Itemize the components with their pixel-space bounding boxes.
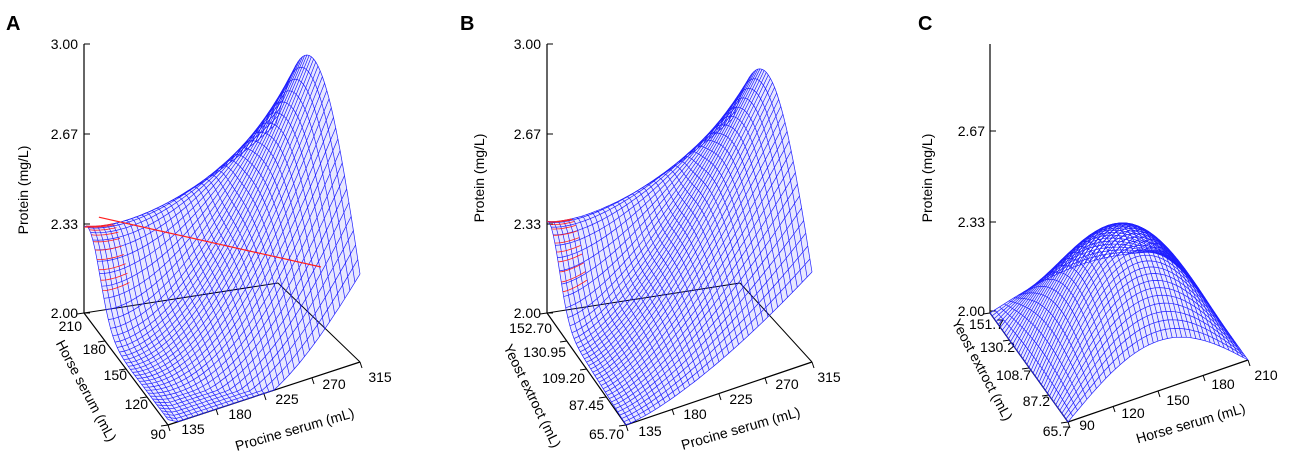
panel-b-x-ticklabel: 180 xyxy=(683,406,707,422)
panel-c-x-ticklabel: 90 xyxy=(1079,417,1095,433)
panel-c-x-axis-label: Horse serum (mL) xyxy=(1134,400,1247,446)
panel-a-y-ticklabel: 120 xyxy=(125,396,149,412)
panel-c-z-axis-label: Protein (mg/L) xyxy=(919,134,935,223)
panel-b-z-ticklabel: 3.00 xyxy=(514,36,541,52)
panel-b-z-ticklabel: 2.33 xyxy=(514,216,541,232)
panel-a-z-ticklabel: 3.00 xyxy=(51,36,78,52)
panel-c-x-ticklabel: 150 xyxy=(1166,392,1190,408)
panel-b-y-ticklabel: 65.70 xyxy=(589,426,624,442)
panel-a-x-ticklabel: 135 xyxy=(181,421,205,437)
panel-a: A 2.00 2.33 2.67 3.00 Protein (mg/L) 90 … xyxy=(6,13,392,454)
panel-b-x-ticklabel: 315 xyxy=(817,369,841,385)
panel-a-z-ticklabel: 2.67 xyxy=(51,126,78,142)
panel-c-y-ticklabel: 87.2 xyxy=(1023,393,1050,409)
panel-b-z-ticklabel: 2.67 xyxy=(514,126,541,142)
panel-a-x-axis-label: Procine serum (mL) xyxy=(233,405,356,454)
panel-a-z-axis-label: Protein (mg/L) xyxy=(15,146,31,235)
panel-c-y-ticklabel: 65.7 xyxy=(1043,423,1070,439)
panel-b-letter: B xyxy=(460,13,474,35)
panel-c-y-ticklabel: 108.7 xyxy=(996,367,1031,383)
panel-b-x-ticklabel: 270 xyxy=(775,376,799,392)
panel-b-surface xyxy=(547,69,812,425)
panel-b-z-axis-label: Protein (mg/L) xyxy=(471,134,487,223)
panel-c-x-ticklabel: 120 xyxy=(1121,405,1145,421)
panel-a-x-ticklabel: 270 xyxy=(322,376,346,392)
panel-c-x-ticklabel: 180 xyxy=(1211,376,1235,392)
panel-b: B 2.00 2.33 2.67 3.00 Protein (mg/L) 65.… xyxy=(460,13,841,453)
panel-b-y-ticklabel: 152.70 xyxy=(509,320,552,336)
panel-b-z-ticklabel: 2.00 xyxy=(514,305,541,321)
panel-b-y-ticklabel: 87.45 xyxy=(569,397,604,413)
panel-b-x-ticklabel: 225 xyxy=(729,391,753,407)
panel-a-x-ticklabel: 315 xyxy=(368,369,392,385)
panel-a-y-ticklabel: 180 xyxy=(83,341,107,357)
panel-a-y-ticklabel: 210 xyxy=(59,318,83,334)
panel-a-z-ticklabel: 2.33 xyxy=(51,216,78,232)
panel-c: C 2.00 2.33 2.67 Protein (mg/L) 65.7 87.… xyxy=(918,13,1278,446)
panel-b-y-ticklabel: 109.20 xyxy=(542,370,585,386)
panel-a-letter: A xyxy=(6,13,20,35)
panel-c-letter: C xyxy=(918,13,932,35)
panel-a-y-ticklabel: 150 xyxy=(104,367,128,383)
panel-b-x-ticklabel: 135 xyxy=(638,423,662,439)
panel-a-x-ticklabel: 180 xyxy=(228,406,252,422)
panel-a-y-ticklabel: 90 xyxy=(150,426,166,442)
panel-c-z-ticklabel: 2.33 xyxy=(958,214,985,230)
panel-b-y-ticklabel: 130.95 xyxy=(523,344,566,360)
panel-c-z-ticklabel: 2.67 xyxy=(958,123,985,139)
panel-c-x-ticklabel: 210 xyxy=(1254,367,1278,383)
panel-a-x-ticklabel: 225 xyxy=(275,391,299,407)
